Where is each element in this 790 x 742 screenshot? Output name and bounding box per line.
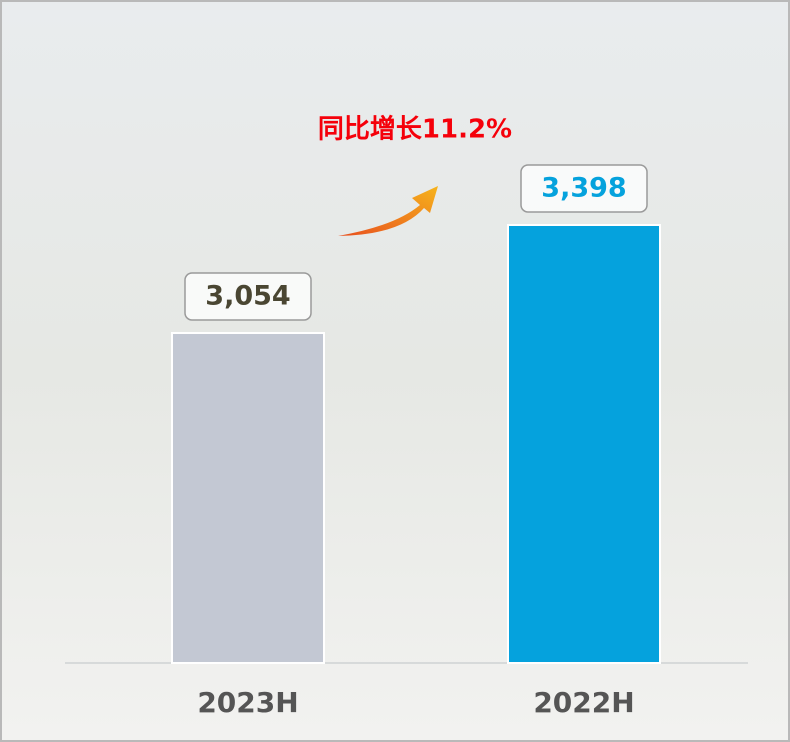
bar (508, 225, 660, 663)
chart: 同比增长11.2% 3,054 2023H 3,398 2022H (0, 0, 790, 742)
value-label: 3,398 (541, 173, 626, 204)
x-tick-label: 2023H (197, 686, 298, 719)
x-tick-label: 2022H (533, 686, 634, 719)
background (1, 1, 789, 741)
bar (172, 333, 324, 663)
page: 同比增长11.2% 3,0542023H3,3982022H (() => { … (0, 0, 790, 742)
value-label: 3,054 (205, 281, 290, 312)
annotation: 同比增长11.2% (318, 114, 512, 145)
